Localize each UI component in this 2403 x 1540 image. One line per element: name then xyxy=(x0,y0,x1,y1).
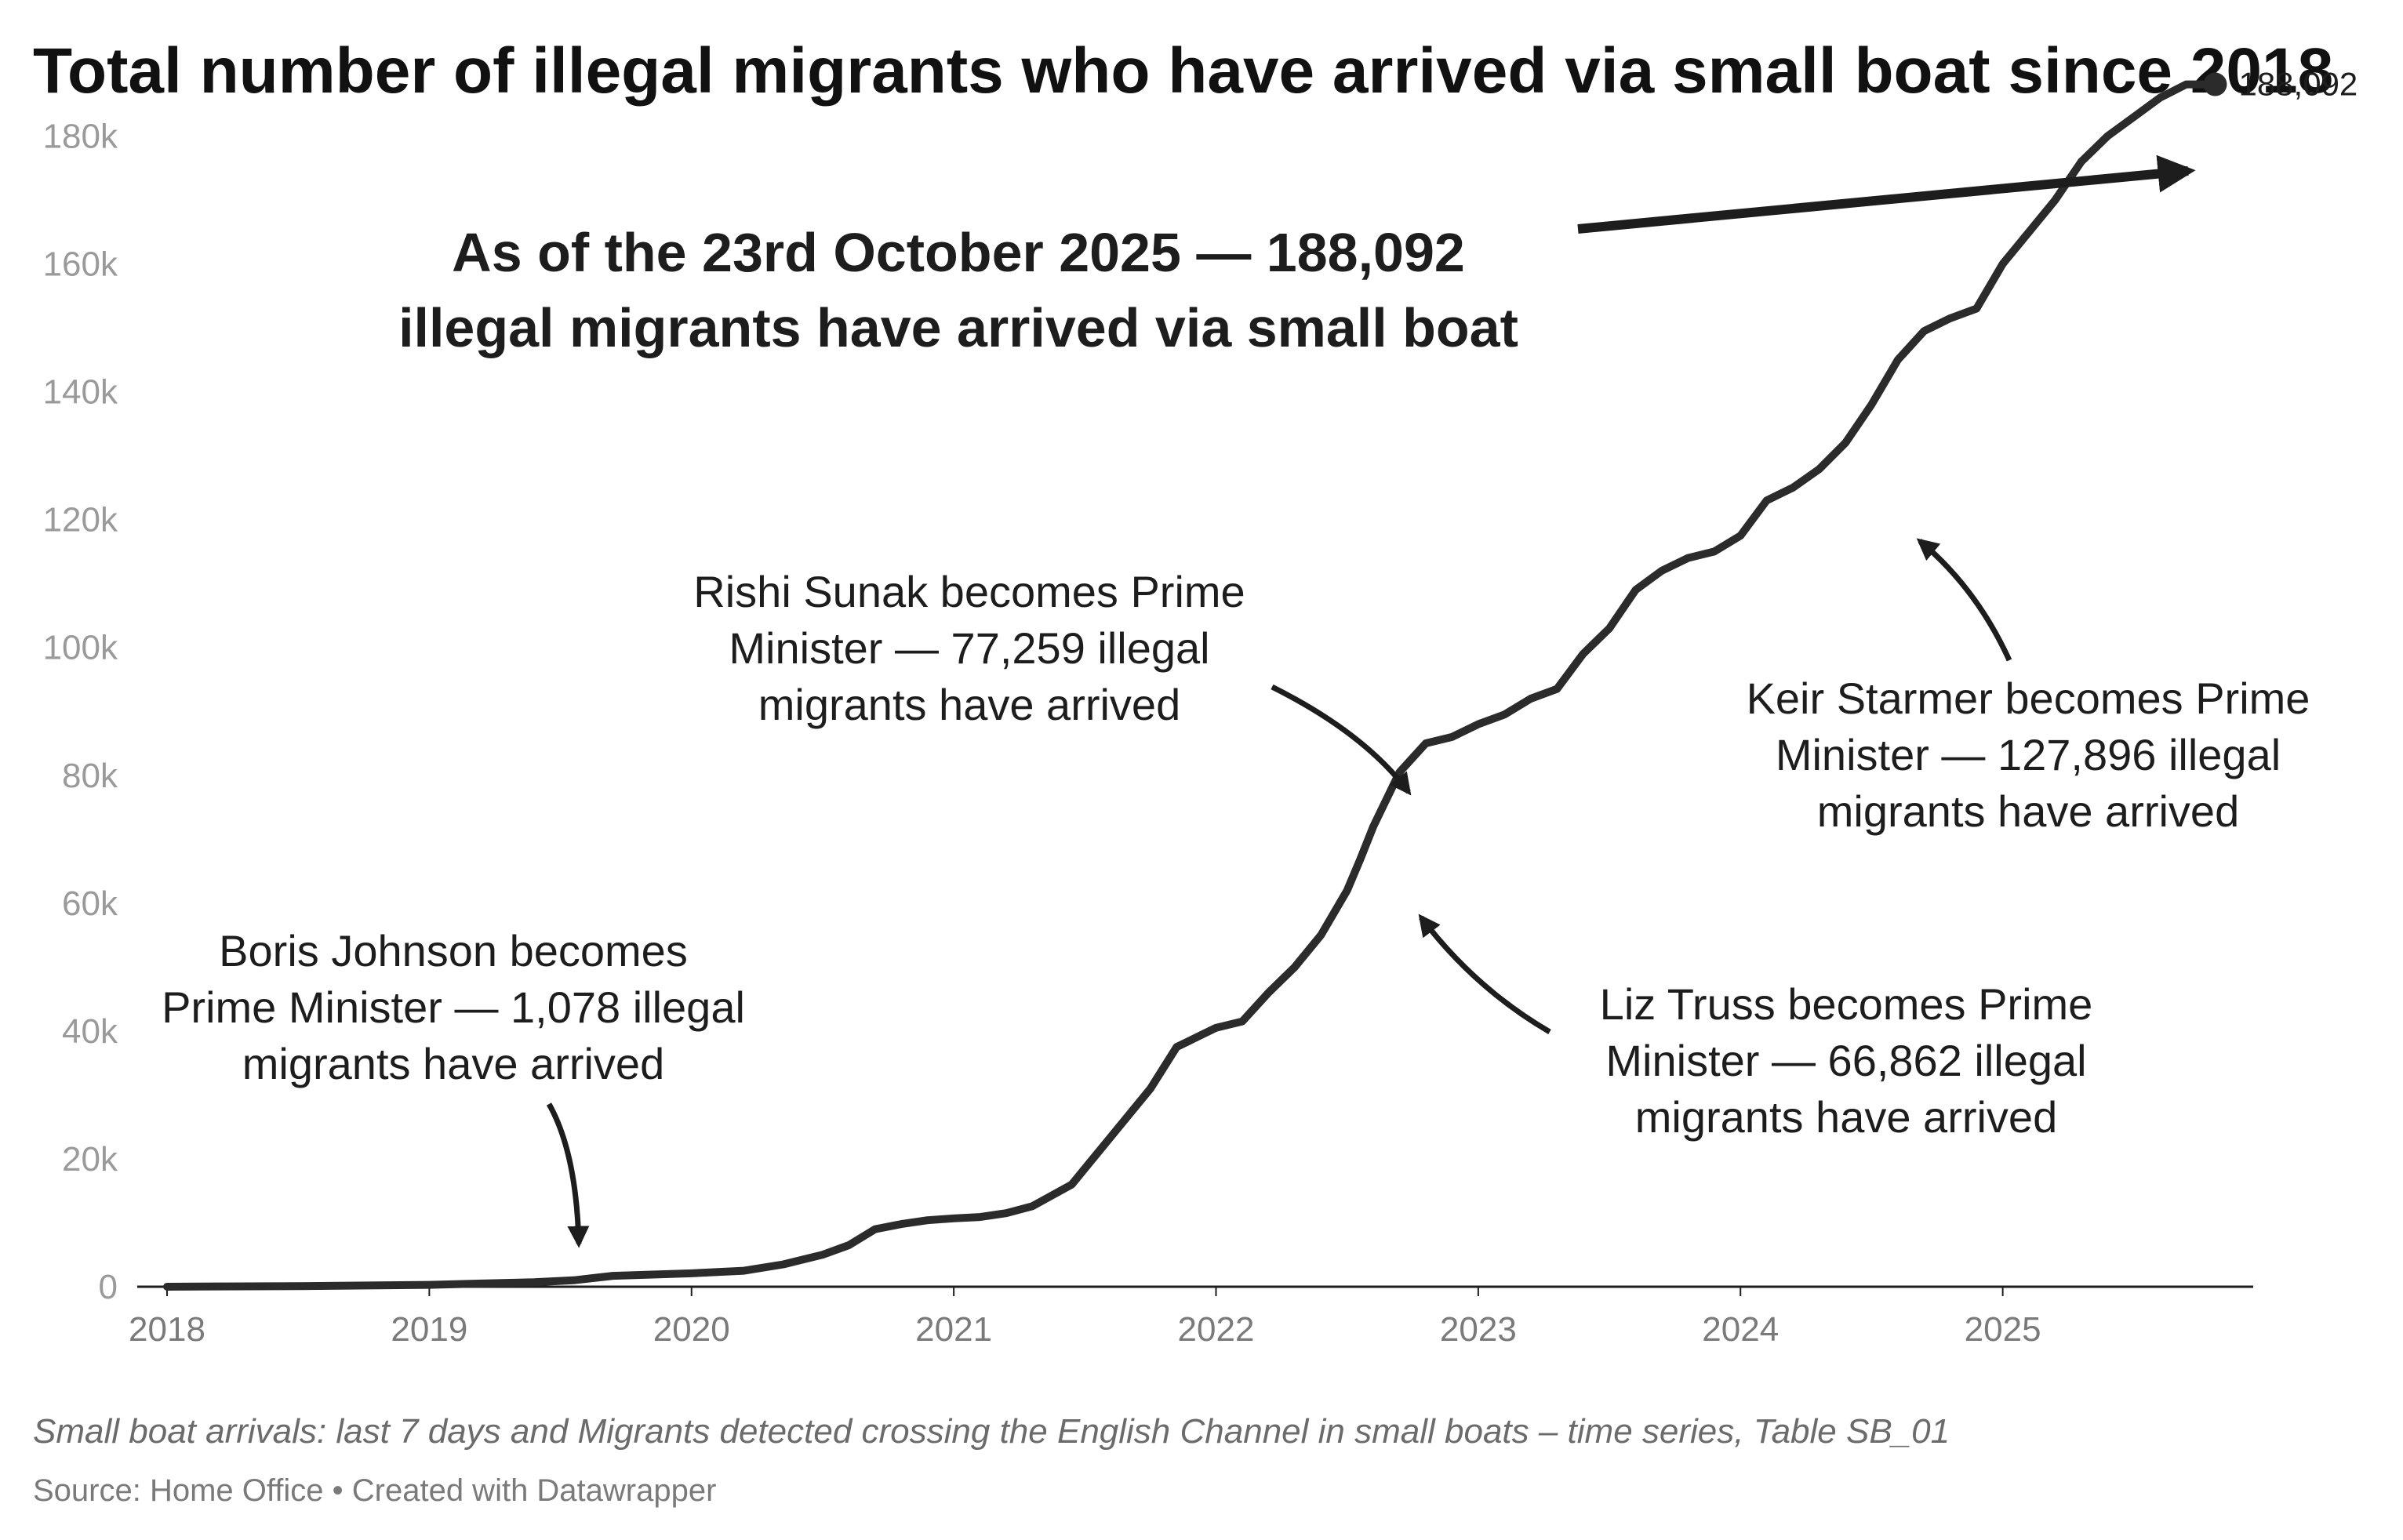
annotation-truss-line-1: Liz Truss becomes Prime xyxy=(1600,979,2093,1029)
y-tick-label: 180k xyxy=(43,118,118,156)
annotation-truss-line-3: migrants have arrived xyxy=(1635,1092,2057,1142)
annotation-johnson-line-2: Prime Minister — 1,078 illegal xyxy=(162,982,745,1032)
annotation-truss-arrow xyxy=(1418,913,1551,1035)
y-tick-label: 20k xyxy=(62,1140,118,1179)
y-tick-label: 60k xyxy=(62,884,118,923)
y-tick-label: 120k xyxy=(43,501,118,539)
annotation-sunak-line-2: Minister — 77,259 illegal xyxy=(729,623,1209,673)
annotation-johnson: Boris Johnson becomes Prime Minister — 1… xyxy=(162,926,745,1248)
y-axis: 0 20k 40k 60k 80k 100k 120k 140k 160k 180k xyxy=(43,118,118,1306)
annotation-starmer-line-1: Keir Starmer becomes Prime xyxy=(1747,674,2310,723)
annotation-starmer: Keir Starmer becomes Prime Minister — 12… xyxy=(1747,538,2310,836)
annotation-johnson-line-1: Boris Johnson becomes xyxy=(219,926,688,975)
x-tick-label: 2018 xyxy=(129,1310,205,1349)
end-point-label: 188,092 xyxy=(2238,66,2358,103)
annotation-starmer-line-3: migrants have arrived xyxy=(1817,786,2239,836)
x-tick-label: 2021 xyxy=(915,1310,992,1349)
x-tick-label: 2023 xyxy=(1440,1310,1517,1349)
x-tick-label: 2024 xyxy=(1702,1310,1779,1349)
annotation-sunak-line-3: migrants have arrived xyxy=(758,680,1180,729)
annotation-starmer-arrow xyxy=(1916,538,2012,662)
chart-title: Total number of illegal migrants who hav… xyxy=(33,35,2333,107)
x-tick-label: 2019 xyxy=(391,1310,467,1349)
footnote: Small boat arrivals: last 7 days and Mig… xyxy=(33,1412,1950,1451)
x-tick-label: 2022 xyxy=(1178,1310,1255,1349)
annotation-johnson-arrow xyxy=(546,1102,590,1248)
annotation-sunak: Rishi Sunak becomes Prime Minister — 77,… xyxy=(693,567,1412,796)
y-tick-label: 80k xyxy=(62,757,118,795)
series-line xyxy=(163,80,2219,1291)
y-tick-label: 40k xyxy=(62,1012,118,1051)
y-tick-label: 0 xyxy=(99,1268,118,1306)
y-tick-label: 140k xyxy=(43,373,118,412)
end-point-marker xyxy=(2203,72,2227,96)
x-tick-label: 2025 xyxy=(1965,1310,2041,1349)
annotation-sunak-line-1: Rishi Sunak becomes Prime xyxy=(693,567,1245,616)
headline-line-1: As of the 23rd October 2025 — 188,092 xyxy=(452,222,1465,283)
headline-line-2: illegal migrants have arrived via small … xyxy=(398,297,1518,358)
annotation-truss-line-2: Minister — 66,862 illegal xyxy=(1605,1036,2086,1085)
y-tick-label: 160k xyxy=(43,245,118,284)
annotation-johnson-line-3: migrants have arrived xyxy=(242,1039,664,1088)
x-axis: 2018 2019 2020 2021 2022 2023 2024 2025 xyxy=(129,1287,2041,1349)
annotation-starmer-line-2: Minister — 127,896 illegal xyxy=(1776,730,2281,779)
annotation-sunak-arrow xyxy=(1271,684,1412,796)
annotation-truss: Liz Truss becomes Prime Minister — 66,86… xyxy=(1418,913,2093,1142)
x-tick-label: 2020 xyxy=(653,1310,730,1349)
headline-arrow xyxy=(1577,154,2196,234)
y-tick-label: 100k xyxy=(43,629,118,667)
source-line: Source: Home Office • Created with Dataw… xyxy=(33,1473,716,1508)
